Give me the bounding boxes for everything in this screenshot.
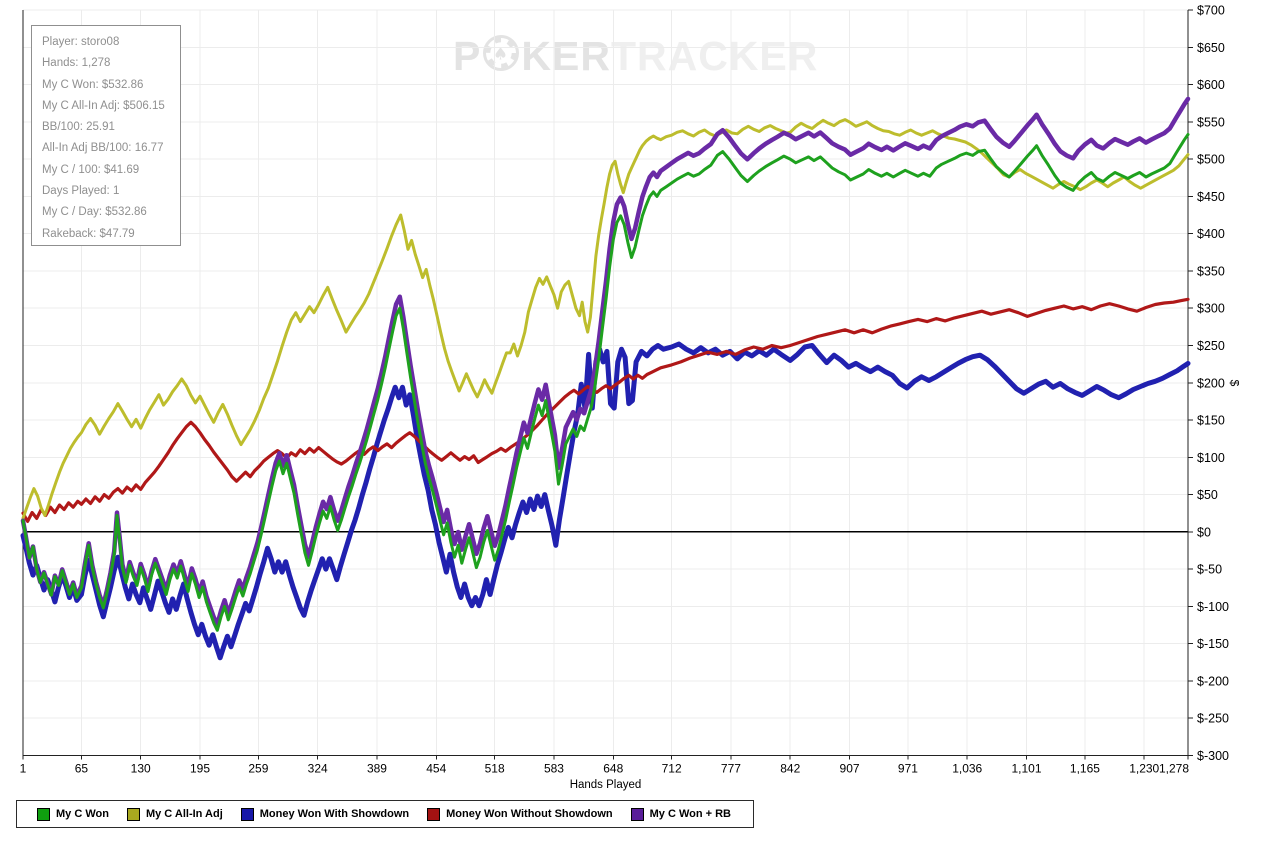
svg-text:389: 389	[367, 762, 387, 776]
stat-my-c-day: My C / Day: $532.86	[42, 206, 147, 219]
x-axis-title: Hands Played	[569, 779, 642, 791]
legend-item-my-c-won-plus-rb: My C Won + RB	[630, 807, 731, 821]
svg-text:1,278: 1,278	[1159, 762, 1189, 776]
stat-days-played: Days Played: 1	[42, 185, 120, 198]
svg-text:$-200: $-200	[1197, 674, 1229, 688]
legend-item-my-c-won: My C Won	[37, 807, 109, 821]
svg-text:648: 648	[603, 762, 623, 776]
stat-rakeback: Rakeback: $47.79	[42, 227, 135, 240]
stat-hands: Hands: 1,278	[42, 57, 111, 70]
svg-text:$300: $300	[1197, 302, 1225, 316]
svg-text:$150: $150	[1197, 414, 1225, 428]
stat-player: Player: storo08	[42, 36, 120, 48]
y-axis-title: $	[1227, 379, 1242, 387]
legend-item-money-won-with-showdown: Money Won With Showdown	[240, 807, 410, 821]
legend-swatch-my-c-all-in-adj	[126, 807, 140, 821]
svg-text:324: 324	[308, 762, 328, 776]
poker-chip-icon: ♠	[482, 34, 520, 79]
series-money_won_with_showdown	[20, 341, 1191, 661]
svg-text:$-100: $-100	[1197, 600, 1229, 614]
svg-text:777: 777	[721, 762, 741, 776]
watermark-text-p: P	[453, 32, 482, 79]
stat-my-c-won: My C Won: $532.86	[42, 78, 144, 91]
svg-text:1,036: 1,036	[952, 762, 982, 776]
legend-label-money-won-with-showdown: Money Won With Showdown	[259, 808, 410, 820]
series-my_c_won_plus_rb	[20, 96, 1191, 627]
legend-label-my-c-won-plus-rb: My C Won + RB	[649, 808, 731, 820]
legend-label-my-c-all-in-adj: My C All-In Adj	[145, 808, 223, 820]
svg-text:195: 195	[190, 762, 210, 776]
legend-swatch-money-won-without-showdown	[427, 807, 441, 821]
svg-text:583: 583	[544, 762, 564, 776]
svg-text:65: 65	[75, 762, 89, 776]
svg-text:1: 1	[20, 762, 27, 776]
svg-text:$450: $450	[1197, 190, 1225, 204]
svg-text:$700: $700	[1197, 4, 1225, 18]
svg-text:$400: $400	[1197, 227, 1225, 241]
svg-text:907: 907	[840, 762, 860, 776]
svg-text:$50: $50	[1197, 488, 1218, 502]
stat-all-in-adj-bb-100: All-In Adj BB/100: 16.77	[42, 142, 164, 155]
chart-legend: My C Won My C All-In Adj Money Won With …	[16, 800, 754, 828]
svg-text:$-50: $-50	[1197, 563, 1222, 577]
watermark-text-tracker: TRACKER	[610, 32, 819, 79]
stat-my-c-all-in-adj: My C All-In Adj: $506.15	[42, 99, 165, 112]
svg-text:$-150: $-150	[1197, 637, 1229, 651]
svg-text:$-300: $-300	[1197, 749, 1229, 763]
svg-text:$250: $250	[1197, 339, 1225, 353]
svg-text:259: 259	[248, 762, 268, 776]
legend-label-my-c-won: My C Won	[56, 808, 109, 820]
series-my_c_won	[21, 133, 1190, 632]
svg-text:$500: $500	[1197, 153, 1225, 167]
legend-swatch-money-won-with-showdown	[240, 807, 254, 821]
svg-text:$600: $600	[1197, 78, 1225, 92]
svg-text:712: 712	[662, 762, 682, 776]
svg-text:518: 518	[485, 762, 505, 776]
series-my_c_all_in_adj	[21, 118, 1190, 520]
svg-text:$200: $200	[1197, 376, 1225, 390]
svg-text:$0: $0	[1197, 525, 1211, 539]
legend-swatch-my-c-won-plus-rb	[630, 807, 644, 821]
svg-text:971: 971	[898, 762, 918, 776]
svg-text:842: 842	[780, 762, 800, 776]
svg-text:130: 130	[131, 762, 151, 776]
svg-text:1,230: 1,230	[1129, 762, 1159, 776]
svg-text:$550: $550	[1197, 115, 1225, 129]
pokertracker-watermark: P ♠ KER TRACKER	[453, 33, 818, 79]
legend-swatch-my-c-won	[37, 807, 50, 821]
player-stats-box: Player: storo08 Hands: 1,278 My C Won: $…	[31, 25, 181, 246]
legend-label-money-won-without-showdown: Money Won Without Showdown	[446, 808, 613, 820]
svg-text:$100: $100	[1197, 451, 1225, 465]
svg-text:1,101: 1,101	[1012, 762, 1042, 776]
svg-text:♠: ♠	[493, 44, 509, 64]
svg-text:1,165: 1,165	[1070, 762, 1100, 776]
stat-my-c-100: My C / 100: $41.69	[42, 163, 140, 176]
watermark-text-ker: KER	[521, 32, 611, 79]
stat-bb-100: BB/100: 25.91	[42, 121, 115, 134]
series-money_won_without_showdown	[21, 297, 1190, 524]
legend-item-money-won-without-showdown: Money Won Without Showdown	[427, 807, 613, 821]
svg-text:$650: $650	[1197, 41, 1225, 55]
svg-text:454: 454	[426, 762, 446, 776]
winnings-graph-canvas[interactable]: 1 65 130 195 259 324 389 454 518 583 648 712 777 842 9…	[0, 0, 1268, 798]
svg-text:$-250: $-250	[1197, 712, 1229, 726]
svg-text:$350: $350	[1197, 264, 1225, 278]
legend-item-my-c-all-in-adj: My C All-In Adj	[126, 807, 223, 821]
